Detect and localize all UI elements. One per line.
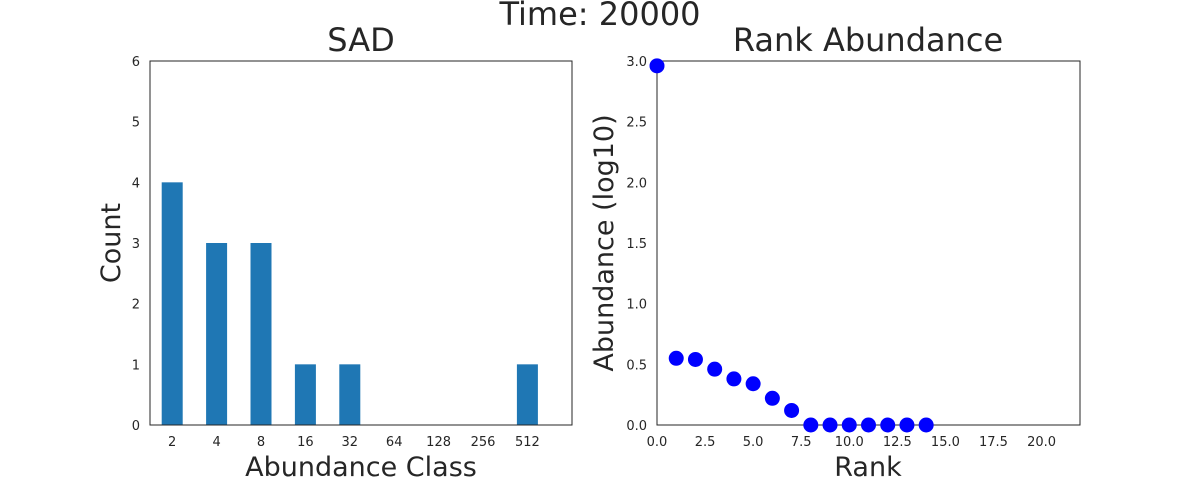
rank-x-tick-label: 7.5 [791, 435, 812, 450]
sad-x-tick-label: 128 [426, 435, 451, 450]
rank-point [726, 371, 742, 387]
sad-y-ticks: 0 1 2 3 4 5 6 [132, 55, 140, 434]
sad-x-tick-label: 4 [212, 435, 220, 450]
rank-point [841, 417, 857, 433]
rank-y-axis-label: Abundance (log10) [589, 114, 620, 371]
sad-x-tick-label: 64 [386, 435, 403, 450]
rank-y-tick-label: 1.5 [626, 237, 647, 252]
sad-y-axis-label: Count [96, 203, 127, 283]
rank-point [899, 417, 915, 433]
sad-x-tick-label: 512 [515, 435, 540, 450]
rank-point [861, 417, 876, 433]
rank-abundance-chart: Rank Abundance 0.0 2.5 5.0 7.5 10.0 12.5 15.0 1… [589, 21, 1081, 483]
rank-y-tick-label: 0.0 [626, 419, 647, 434]
rank-x-tick-label: 10.0 [835, 435, 864, 450]
sad-y-tick-label: 5 [132, 116, 140, 131]
rank-point [668, 350, 684, 366]
rank-points [649, 58, 934, 433]
rank-x-tick-label: 20.0 [1027, 435, 1056, 450]
rank-point [803, 417, 819, 433]
sad-bar [161, 182, 183, 425]
rank-y-ticks: 0.0 0.5 1.0 1.5 2.0 2.5 3.0 [626, 55, 647, 434]
rank-y-tick-label: 0.5 [626, 358, 647, 373]
sad-bar [516, 364, 538, 425]
sad-bar [206, 243, 228, 425]
rank-point [687, 351, 703, 367]
sad-x-tick-label: 256 [471, 435, 496, 450]
figure-suptitle: Time: 20000 [498, 0, 700, 33]
rank-point [745, 376, 761, 392]
sad-x-tick-label: 16 [297, 435, 314, 450]
rank-y-tick-label: 2.0 [626, 176, 647, 191]
rank-x-axis-label: Rank [834, 452, 902, 483]
rank-x-ticks: 0.0 2.5 5.0 7.5 10.0 12.5 15.0 17.5 20.0 [647, 435, 1056, 450]
rank-point [880, 417, 896, 433]
sad-y-tick-label: 1 [132, 358, 140, 373]
sad-bar [294, 364, 316, 425]
rank-point [918, 417, 934, 433]
rank-x-tick-label: 2.5 [695, 435, 716, 450]
sad-y-tick-label: 0 [132, 419, 140, 434]
sad-chart-title: SAD [327, 21, 394, 59]
rank-point [822, 417, 838, 433]
rank-y-tick-label: 2.5 [626, 116, 647, 131]
sad-y-tick-label: 6 [132, 55, 140, 70]
sad-x-tick-label: 2 [168, 435, 176, 450]
sad-bar [339, 364, 361, 425]
sad-y-tick-label: 3 [132, 237, 140, 252]
sad-x-tick-label: 32 [342, 435, 359, 450]
sad-bar [250, 243, 272, 425]
rank-point [764, 390, 780, 406]
sad-y-tick-label: 2 [132, 298, 140, 313]
rank-x-tick-label: 5.0 [743, 435, 764, 450]
sad-x-axis-label: Abundance Class [245, 452, 477, 483]
rank-x-tick-label: 15.0 [931, 435, 960, 450]
rank-x-tick-label: 0.0 [647, 435, 668, 450]
rank-point [784, 402, 800, 418]
sad-x-ticks: 2 4 8 16 32 64 128 256 512 [168, 435, 540, 450]
sad-x-tick-label: 8 [257, 435, 265, 450]
rank-y-tick-label: 3.0 [626, 55, 647, 70]
rank-point [649, 58, 665, 74]
sad-chart: SAD 2 4 8 16 32 64 128 256 512 0 1 2 3 4 5 6 Abundance… [96, 21, 573, 483]
sad-y-tick-label: 4 [132, 176, 140, 191]
rank-y-tick-label: 1.0 [626, 298, 647, 313]
rank-abundance-chart-title: Rank Abundance [733, 21, 1003, 59]
rank-x-tick-label: 12.5 [883, 435, 912, 450]
sad-bars [161, 182, 538, 425]
sad-plot-frame [149, 60, 573, 426]
rank-x-tick-label: 17.5 [979, 435, 1008, 450]
rank-point [707, 361, 723, 377]
